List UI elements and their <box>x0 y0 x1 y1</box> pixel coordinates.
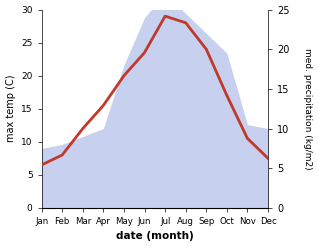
Y-axis label: med. precipitation (kg/m2): med. precipitation (kg/m2) <box>303 48 313 169</box>
X-axis label: date (month): date (month) <box>116 231 194 242</box>
Y-axis label: max temp (C): max temp (C) <box>5 75 16 143</box>
